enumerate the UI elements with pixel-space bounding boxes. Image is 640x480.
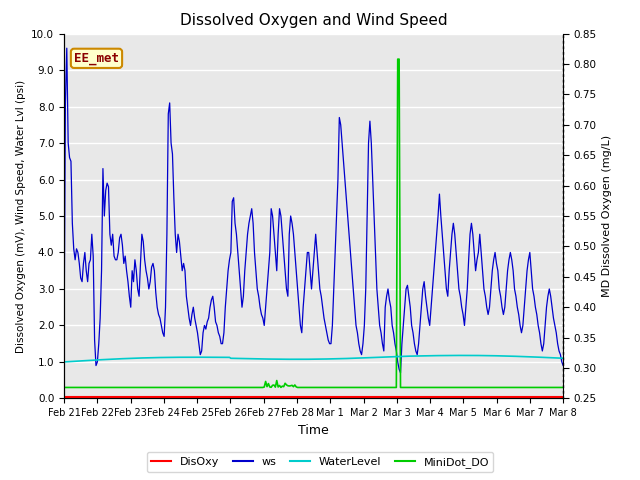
Y-axis label: MD Dissolved Oxygen (mg/L): MD Dissolved Oxygen (mg/L): [602, 135, 612, 297]
X-axis label: Time: Time: [298, 424, 329, 437]
Title: Dissolved Oxygen and Wind Speed: Dissolved Oxygen and Wind Speed: [180, 13, 447, 28]
Legend: DisOxy, ws, WaterLevel, MiniDot_DO: DisOxy, ws, WaterLevel, MiniDot_DO: [147, 452, 493, 472]
Text: EE_met: EE_met: [74, 52, 119, 65]
Y-axis label: Dissolved Oxygen (mV), Wind Speed, Water Lvl (psi): Dissolved Oxygen (mV), Wind Speed, Water…: [16, 79, 26, 353]
